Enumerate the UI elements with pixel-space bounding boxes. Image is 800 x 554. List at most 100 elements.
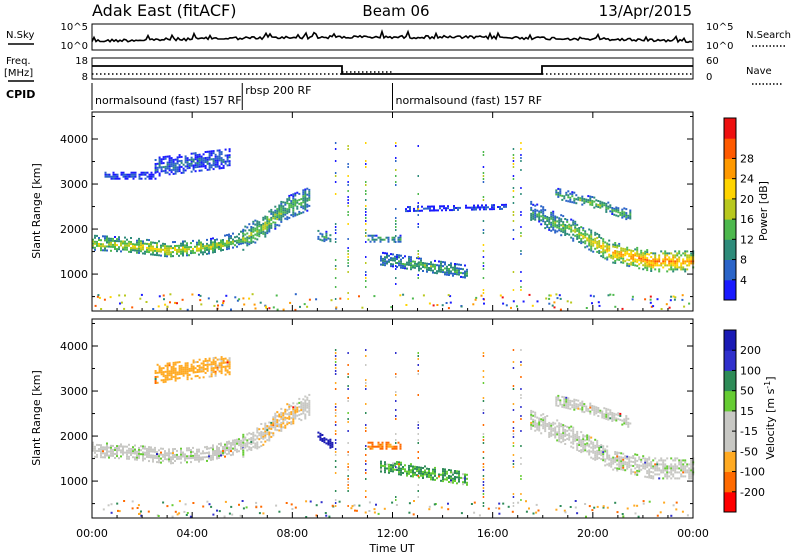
heat-cell <box>520 154 522 156</box>
heat-cell <box>276 218 279 221</box>
heat-cell <box>160 461 162 464</box>
heat-cell <box>230 308 232 311</box>
heat-cell <box>234 296 237 299</box>
heat-cell <box>417 421 419 423</box>
heat-cell <box>214 366 217 369</box>
heat-cell <box>596 250 599 253</box>
heat-cell <box>590 245 593 248</box>
heat-cell <box>302 195 305 198</box>
heat-cell <box>182 366 185 369</box>
heat-cell <box>395 445 398 448</box>
heat-cell <box>608 247 611 250</box>
heat-cell <box>102 249 104 252</box>
heat-cell <box>608 245 611 248</box>
heat-cell <box>126 246 128 249</box>
heat-cell <box>684 475 687 478</box>
heat-cell <box>264 430 267 433</box>
heat-cell <box>158 166 161 169</box>
heat-cell <box>584 246 587 249</box>
heat-cell <box>365 214 367 216</box>
heat-cell <box>216 455 218 458</box>
heat-cell <box>674 268 677 271</box>
heat-cell <box>406 267 408 270</box>
heat-cell <box>491 204 493 207</box>
heat-cell <box>650 266 653 268</box>
heat-cell <box>218 451 220 453</box>
heat-cell <box>530 423 533 426</box>
heat-cell <box>654 469 657 472</box>
heat-cell <box>554 426 557 429</box>
heat-cell <box>688 475 691 478</box>
heat-cell <box>174 245 176 247</box>
heat-cell <box>462 272 464 275</box>
heat-cell <box>110 503 113 506</box>
heat-cell <box>654 465 657 468</box>
heat-cell <box>512 427 515 429</box>
heat-cell <box>542 413 545 416</box>
heat-cell <box>424 266 426 269</box>
heat-cell <box>98 239 100 241</box>
heat-cell <box>214 159 217 162</box>
heat-cell <box>386 252 388 255</box>
heat-cell <box>620 253 623 256</box>
heat-cell <box>164 253 166 256</box>
heat-cell <box>558 436 561 439</box>
heat-cell <box>282 418 285 421</box>
heat-cell <box>292 215 295 218</box>
heat-cell <box>566 300 569 303</box>
heat-cell <box>196 245 198 248</box>
heat-cell <box>386 256 388 259</box>
heat-cell <box>415 209 417 212</box>
heat-cell <box>666 467 669 470</box>
heat-cell <box>390 468 392 471</box>
heat-cell <box>200 169 203 172</box>
heat-cell <box>315 504 318 507</box>
heat-cell <box>252 222 255 225</box>
heat-cell <box>112 173 115 176</box>
heat-cell <box>632 260 635 262</box>
heat-cell <box>274 428 277 431</box>
heat-cell <box>222 450 224 452</box>
heat-cell <box>674 260 677 263</box>
heat-cell <box>150 448 152 451</box>
heat-cell <box>581 203 584 206</box>
heat-cell <box>270 212 273 215</box>
heat-cell <box>182 163 185 166</box>
heat-cell <box>157 305 160 308</box>
heat-cell <box>572 428 575 431</box>
heat-cell <box>202 153 205 156</box>
heat-cell <box>118 236 120 239</box>
heat-cell <box>365 472 367 474</box>
heat-cell <box>395 226 397 228</box>
heat-cell <box>242 447 245 450</box>
heat-cell <box>680 266 683 269</box>
heat-cell <box>190 156 193 159</box>
heat-cell <box>652 477 655 480</box>
heat-cell <box>436 304 439 306</box>
heat-cell <box>164 374 167 377</box>
heat-cell <box>286 417 289 420</box>
heat-cell <box>571 406 574 409</box>
heat-cell <box>206 455 208 458</box>
noise-trace <box>91 28 693 44</box>
heat-cell <box>616 459 619 462</box>
heat-cell <box>284 424 287 427</box>
heat-cell <box>410 463 412 466</box>
heat-cell <box>174 379 177 382</box>
heat-cell <box>600 452 603 455</box>
heat-cell <box>206 369 209 372</box>
heat-cell <box>623 418 626 421</box>
heat-cell <box>544 424 547 427</box>
heat-cell <box>242 297 245 300</box>
heat-cell <box>555 396 558 399</box>
heat-cell <box>686 465 689 468</box>
heat-cell <box>674 250 677 253</box>
heat-cell <box>282 201 285 204</box>
heat-cell <box>564 511 567 514</box>
heat-cell <box>417 277 419 279</box>
heat-cell <box>572 219 575 222</box>
heat-cell <box>190 377 193 380</box>
heat-cell <box>334 505 337 507</box>
heat-cell <box>550 225 553 228</box>
